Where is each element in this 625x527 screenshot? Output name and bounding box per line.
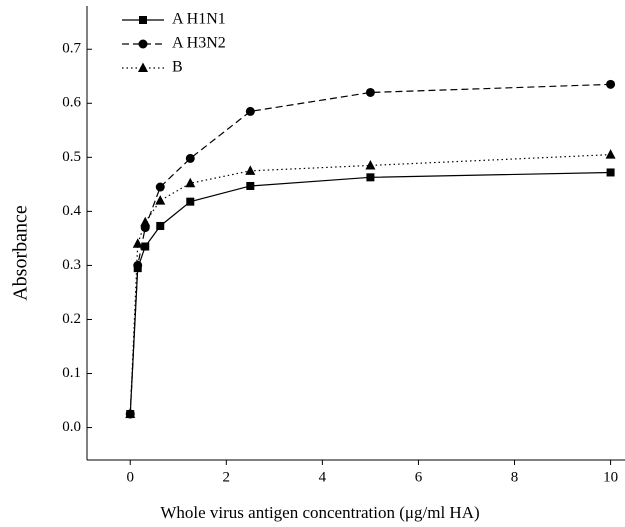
data-point <box>185 153 195 163</box>
data-point <box>245 165 256 175</box>
data-point <box>141 242 150 251</box>
data-point <box>155 195 166 205</box>
legend-marker <box>138 62 148 72</box>
series-line <box>129 83 611 415</box>
y-tick-label: 0.0 <box>62 419 81 435</box>
y-tick-label: 0.1 <box>62 365 81 381</box>
legend-label: A H1N1 <box>172 11 226 28</box>
legend-marker <box>138 39 148 49</box>
legend-marker <box>139 16 147 24</box>
data-point <box>245 106 255 116</box>
series-line <box>129 154 611 415</box>
x-tick-label: 2 <box>223 469 231 485</box>
y-tick-label: 0.7 <box>62 41 81 57</box>
x-tick-label: 0 <box>126 469 134 485</box>
x-axis-label: Whole virus antigen concentration (μg/ml… <box>160 503 479 522</box>
data-point <box>606 79 616 89</box>
data-point <box>365 87 375 97</box>
data-point <box>125 408 136 419</box>
data-point <box>186 197 195 206</box>
data-point <box>185 177 196 188</box>
y-tick-label: 0.6 <box>62 95 81 111</box>
data-point <box>133 260 143 270</box>
legend-label: A H3N2 <box>172 35 226 52</box>
data-point <box>156 221 165 230</box>
y-tick-label: 0.3 <box>62 257 81 273</box>
series-line <box>129 171 611 415</box>
data-point <box>366 173 375 182</box>
data-point <box>605 149 616 159</box>
data-point <box>606 168 615 177</box>
data-point <box>132 238 143 248</box>
x-tick-label: 6 <box>415 469 423 485</box>
data-point <box>155 182 165 192</box>
data-point <box>140 216 151 227</box>
y-tick-label: 0.2 <box>62 311 81 327</box>
data-point <box>365 159 376 170</box>
y-tick-label: 0.4 <box>62 203 81 219</box>
x-tick-label: 10 <box>603 469 618 485</box>
x-tick-label: 8 <box>511 469 519 485</box>
x-tick-label: 4 <box>319 469 327 485</box>
legend-label: B <box>172 59 183 76</box>
y-tick-label: 0.5 <box>62 149 81 165</box>
y-axis-label: Absorbance <box>10 205 32 301</box>
data-point <box>246 181 255 190</box>
